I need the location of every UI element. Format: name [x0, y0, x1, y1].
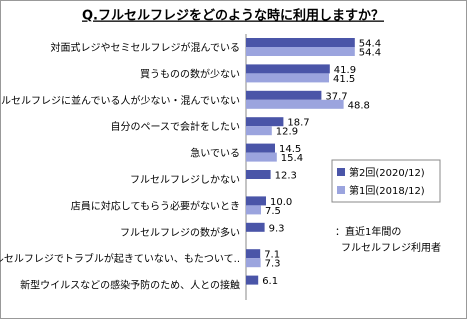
value-label: 7.1: [264, 250, 280, 261]
bar: [246, 196, 266, 206]
y-tick-label: 買うものの数が少ない: [140, 67, 240, 80]
y-tick-label: 新型ウイルスなどの感染予防のため、人との接触: [20, 279, 240, 292]
legend-swatch: [337, 168, 345, 176]
value-label: 7.3: [265, 259, 281, 270]
value-label: 41.9: [334, 65, 356, 76]
bar: [246, 249, 261, 259]
legend-box: [331, 159, 441, 203]
bar: [246, 170, 271, 179]
bar: [246, 143, 275, 153]
value-label: 9.3: [269, 223, 285, 234]
bar: [246, 73, 329, 83]
y-tick-label: 急いでいる: [190, 147, 240, 160]
value-label: 18.7: [287, 118, 309, 129]
value-label: 12.9: [276, 127, 298, 138]
y-tick-label: フルセルフレジに並んでいる人が少ない・混んでいない: [0, 94, 240, 107]
value-label: 15.4: [281, 153, 303, 164]
value-label: 54.4: [359, 48, 381, 59]
y-tick-label: 対面式レジやセミセルフレジが混んでいる: [51, 41, 241, 54]
note: ：直近1年間の: [335, 225, 401, 238]
value-label: 10.0: [270, 197, 292, 208]
bar: [246, 64, 330, 74]
bar: [246, 205, 261, 215]
bar: [246, 275, 259, 285]
legend-swatch: [337, 186, 345, 194]
y-tick-label: フルセルフレジでトラブルが起きていない、もたついて..: [0, 252, 240, 265]
bar: [246, 47, 355, 56]
bar: [246, 258, 261, 268]
bar: [246, 152, 277, 162]
value-label: 6.1: [262, 276, 278, 287]
bar: [246, 126, 272, 136]
legend-label: 第2回(2020/12): [349, 166, 425, 179]
value-label: 54.4: [359, 39, 381, 50]
bar: [246, 117, 284, 127]
y-tick-label: フルセルフレジの数が多い: [120, 226, 240, 239]
value-label: 14.5: [279, 144, 301, 155]
bar: [246, 38, 355, 47]
y-tick-label: 自分のペースで会計をしたい: [111, 120, 241, 133]
bar: [246, 90, 322, 100]
bar: [246, 99, 344, 109]
chart-title: Q.フルセルフレジをどのような時に利用しますか？: [82, 8, 384, 24]
y-tick-label: 店員に対応してもらう必要がないとき: [71, 199, 240, 212]
value-label: 48.8: [348, 100, 370, 111]
legend-label: 第1回(2018/12): [349, 184, 425, 197]
value-label: 41.5: [333, 74, 355, 85]
value-label: 7.5: [265, 206, 281, 217]
value-label: 37.7: [325, 91, 347, 102]
y-tick-label: フルセルフレジしかない: [130, 174, 240, 186]
note: フルセルフレジ利用者: [341, 242, 441, 254]
value-label: 12.3: [275, 171, 297, 182]
bar: [246, 222, 265, 232]
